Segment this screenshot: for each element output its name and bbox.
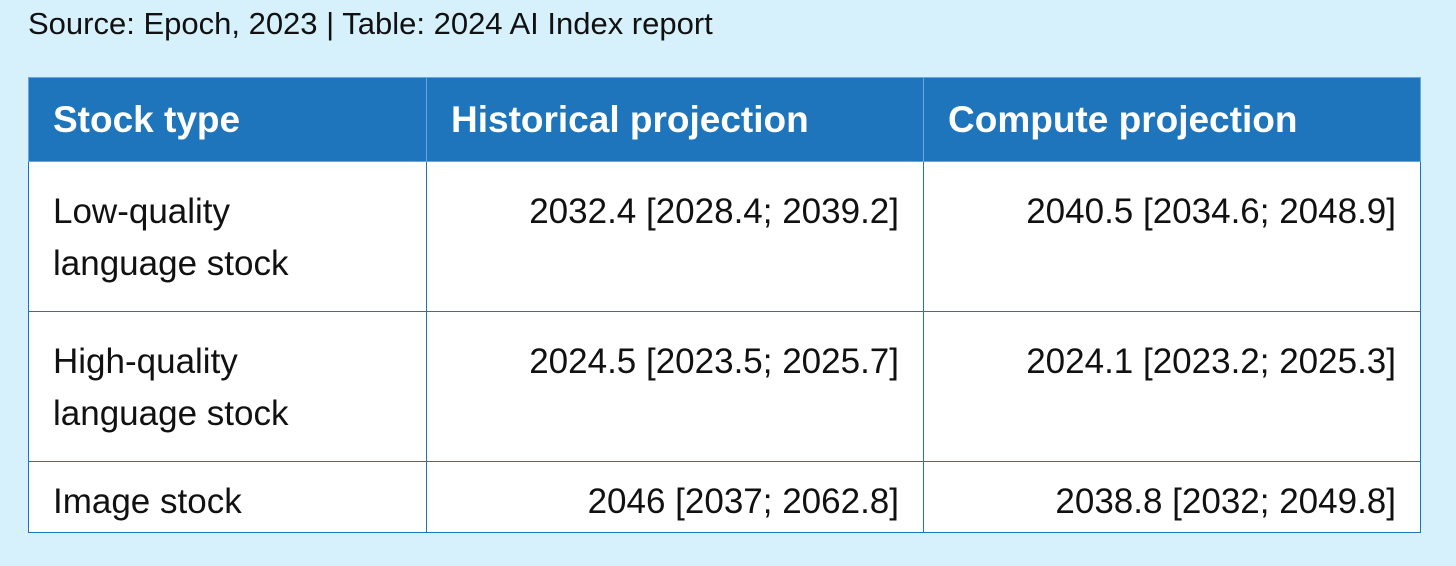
table-header-row: Stock type Historical projection Compute… — [28, 77, 1421, 162]
column-header-historical-projection: Historical projection — [426, 77, 924, 162]
compute-projection-cell: 2040.5 [2034.6; 2048.9] — [923, 161, 1421, 312]
historical-projection-value: 2032.4 [2028.4; 2039.2] — [529, 192, 899, 231]
compute-projection-cell: 2038.8 [2032; 2049.8] — [923, 461, 1421, 533]
compute-projection-value: 2024.1 [2023.2; 2025.3] — [1026, 342, 1396, 381]
stock-type-cell: Image stock — [28, 461, 427, 533]
stock-type-label-line: High-quality — [53, 342, 238, 381]
source-caption: Source: Epoch, 2023 | Table: 2024 AI Ind… — [28, 6, 713, 41]
historical-projection-cell: 2024.5 [2023.5; 2025.7] — [426, 311, 924, 462]
stock-type-cell: High-quality language stock — [28, 311, 427, 462]
stock-type-label-line: language stock — [53, 394, 289, 433]
compute-projection-value: 2038.8 [2032; 2049.8] — [1055, 482, 1396, 521]
historical-projection-value: 2024.5 [2023.5; 2025.7] — [529, 342, 899, 381]
stock-type-label-line: Image stock — [53, 482, 242, 521]
compute-projection-cell: 2024.1 [2023.2; 2025.3] — [923, 311, 1421, 462]
column-header-stock-type: Stock type — [28, 77, 427, 162]
historical-projection-cell: 2046 [2037; 2062.8] — [426, 461, 924, 533]
stock-type-label-line: Low-quality — [53, 192, 231, 231]
compute-projection-value: 2040.5 [2034.6; 2048.9] — [1026, 192, 1396, 231]
table-row: Image stock 2046 [2037; 2062.8] 2038.8 [… — [28, 461, 1421, 533]
data-stock-table: Stock type Historical projection Compute… — [28, 77, 1421, 533]
table-row: Low-quality language stock 2032.4 [2028.… — [28, 161, 1421, 312]
historical-projection-value: 2046 [2037; 2062.8] — [587, 482, 899, 521]
table-row: High-quality language stock 2024.5 [2023… — [28, 311, 1421, 462]
stock-type-cell: Low-quality language stock — [28, 161, 427, 312]
column-header-compute-projection: Compute projection — [923, 77, 1421, 162]
stock-type-label-line: language stock — [53, 244, 289, 283]
historical-projection-cell: 2032.4 [2028.4; 2039.2] — [426, 161, 924, 312]
